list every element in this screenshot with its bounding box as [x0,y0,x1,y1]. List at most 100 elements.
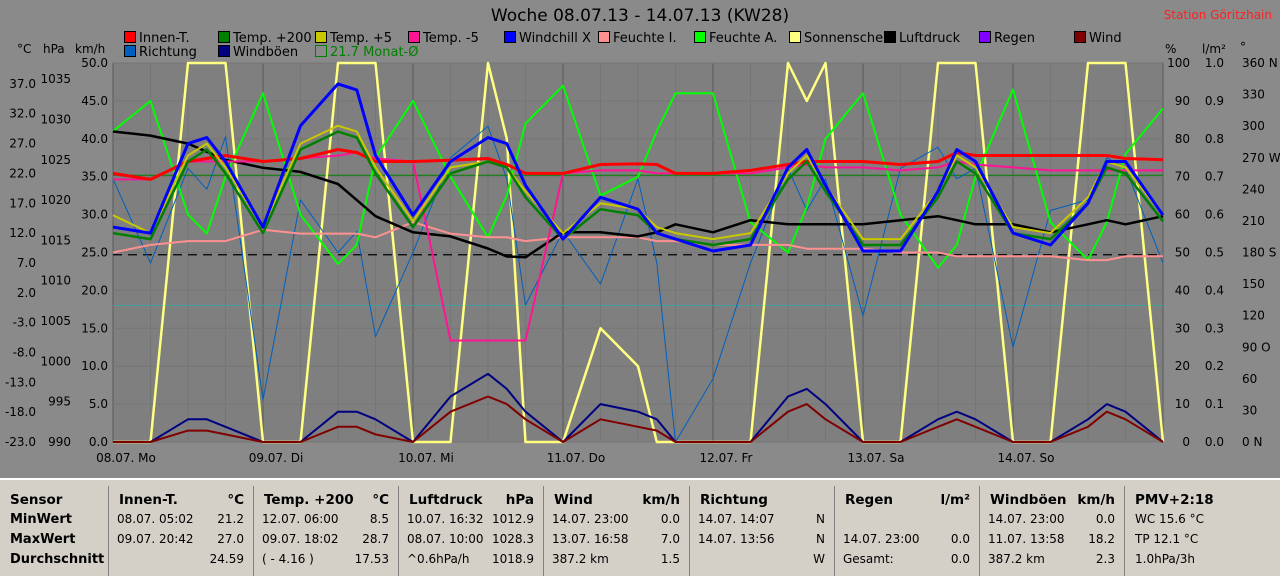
table-column: Innen-T. °C 08.07. 05:02 21.2 09.07. 20:42 27… [108,486,254,576]
table-cell-value: N [816,512,825,526]
legend-item: Wind [1074,31,1122,46]
table-cell-time: 387.2 km [988,552,1045,566]
legend-swatch [694,31,706,43]
table-cell-time: 09.07. 20:42 [117,532,194,546]
legend-label: 21.7 Monat-Ø [330,45,419,60]
tick-label-percent: 40 [1175,283,1190,297]
row-label: Durchschnitt [10,552,105,567]
table-cell-time: 14.07. 14:07 [698,512,775,526]
tick-label-celsius: 32.0 [9,107,36,121]
tick-label-celsius: 22.0 [9,166,36,180]
tick-label-direction: 240 [1242,182,1265,196]
table-cell-time: 11.07. 13:58 [988,532,1065,546]
table-cell-time: 387.2 km [552,552,609,566]
tick-label-rain: 0.9 [1205,94,1224,108]
tick-label-celsius: 37.0 [9,77,36,91]
series-line-windchill-x [112,82,1165,253]
table-cell-value: 27.0 [217,532,244,546]
table-unit: °C [372,492,389,508]
legend-swatch [1074,31,1086,43]
tick-label-direction: 60 [1242,372,1257,386]
table-column: Richtung 14.07. 14:07 N 14.07. 13:56 N W [689,486,835,576]
table-header: Richtung [700,492,768,508]
tick-label-direction: 210 [1242,214,1265,228]
legend-label: Windchill X [519,31,591,46]
legend-label: Luftdruck [899,31,961,46]
legend-label: Regen [994,31,1035,46]
tick-label-direction: 180 S [1242,246,1276,260]
table-header: Regen [845,492,893,508]
axis-unit-hpa: hPa [43,42,65,56]
table-cell-time: 08.07. 05:02 [117,512,194,526]
tick-label-kmh: 0.0 [89,435,108,449]
tick-label-percent: 70 [1175,170,1190,184]
table-cell: 1.0hPa/3h [1135,552,1196,566]
tick-label-direction: 330 [1242,88,1265,102]
stats-table: Sensor MinWert MaxWert Durchschnitt Innen-T.… [0,478,1280,576]
legend-label: Richtung [139,45,197,60]
tick-label-percent: 80 [1175,132,1190,146]
legend-label: Temp. -5 [423,31,479,46]
tick-label-direction: 90 O [1242,340,1271,354]
table-column: Temp. +200 °C 12.07. 06:00 8.5 09.07. 18:02 2… [253,486,399,576]
tick-label-hpa: 1030 [40,112,71,126]
tick-label-kmh: 15.0 [81,321,108,335]
table-header: Sensor [10,492,63,508]
legend-item: 21.7 Monat-Ø [315,45,418,60]
row-label: MaxWert [10,532,76,547]
legend-label: Innen-T. [139,31,190,46]
legend-swatch [979,31,991,43]
legend-label: Windböen [233,45,299,60]
table-column: Windböen km/h 14.07. 23:00 0.0 11.07. 13:58 1… [979,486,1125,576]
legend-item: Temp. -5 [408,31,479,46]
tick-label-celsius: 7.0 [17,256,36,270]
tick-label-percent: 100 [1167,56,1190,70]
tick-label-direction: 300 [1242,119,1265,133]
table-cell-value: 1012.9 [492,512,534,526]
table-cell-value: 28.7 [362,532,389,546]
table-cell: TP 12.1 °C [1135,532,1199,546]
table-column: Luftdruck hPa 10.07. 16:32 1012.9 08.07. 10:… [398,486,544,576]
table-cell-time: 14.07. 13:56 [698,532,775,546]
tick-label-rain: 0.1 [1205,397,1224,411]
table-cell-value: 0.0 [1095,512,1115,526]
table-cell-time: ^0.6hPa/h [407,552,470,566]
tick-label-hpa: 1000 [40,354,71,368]
legend-item: Luftdruck [884,31,960,46]
tick-label-kmh: 25.0 [81,246,108,260]
table-header: Temp. +200 [264,492,354,508]
axis-unit-kmh: km/h [75,42,106,56]
legend-item: Innen-T. [124,31,190,46]
table-cell-value: 24.59 [209,552,244,566]
tick-label-kmh: 30.0 [81,208,108,222]
tick-label-celsius: -8.0 [13,345,36,359]
legend-swatch [315,45,327,57]
table-column: Sensor MinWert MaxWert Durchschnitt [0,486,108,576]
axis-unit-celsius: °C [17,42,32,56]
legend-swatch [124,31,136,43]
tick-label-kmh: 5.0 [89,397,108,411]
tick-label-direction: 0 N [1242,435,1262,449]
table-cell-time: 14.07. 23:00 [552,512,629,526]
table-unit: °C [227,492,244,508]
tick-label-celsius: -23.0 [5,435,36,449]
tick-label-percent: 20 [1175,359,1190,373]
station-name: Station Göritzhain [1163,8,1272,22]
table-header: PMV+2:18 [1135,492,1214,508]
table-cell-value: 21.2 [217,512,244,526]
tick-label-direction: 360 N [1242,56,1278,70]
tick-label-rain: 0.4 [1205,283,1224,297]
table-cell-value: 7.0 [660,532,680,546]
table-cell-value: 2.3 [1095,552,1115,566]
table-cell-time: 14.07. 23:00 [843,532,920,546]
table-header: Innen-T. [119,492,178,508]
chart-area: Woche 08.07.13 - 14.07.13 (KW28) Station… [4,6,1280,465]
tick-label-day: 11.07. Do [547,451,606,465]
table-cell-value: 8.5 [369,512,389,526]
series-line-wind [113,395,1164,443]
axis-unit-rain: l/m² [1202,42,1226,56]
legend-item: Windböen [218,45,298,60]
tick-label-celsius: 2.0 [17,286,36,300]
tick-label-percent: 10 [1175,397,1190,411]
tick-label-direction: 30 [1242,403,1257,417]
